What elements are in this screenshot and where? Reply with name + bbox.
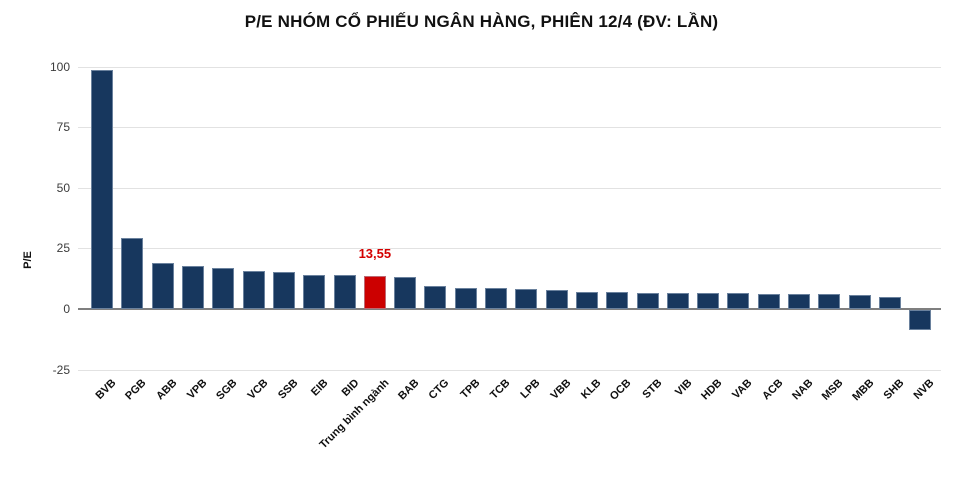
bar-SGB xyxy=(212,268,235,309)
gridline-75 xyxy=(78,127,941,129)
bar-EIB xyxy=(303,274,326,309)
x-label-NVB: NVB xyxy=(911,377,937,402)
highlight-value-label: 13,55 xyxy=(358,246,392,261)
x-label-BAB: BAB xyxy=(396,377,422,403)
bar-BAB xyxy=(394,277,417,309)
x-label-SHB: SHB xyxy=(881,377,907,402)
y-tick-label-100: 100 xyxy=(49,59,70,74)
bar-STB xyxy=(636,292,659,309)
x-label-VBB: VBB xyxy=(548,377,574,402)
bar-TPB xyxy=(454,288,477,309)
bar-VAB xyxy=(727,293,750,309)
x-label-BID: BID xyxy=(339,377,362,399)
x-label-ABB: ABB xyxy=(153,377,180,403)
x-label-PGB: PGB xyxy=(123,377,149,403)
bar-MSB xyxy=(818,294,841,309)
bar-BVB xyxy=(91,70,114,309)
bar-LPB xyxy=(515,289,538,309)
bar-CTG xyxy=(424,286,447,309)
bar-PGB xyxy=(121,237,144,309)
y-tick-label-50: 50 xyxy=(56,180,70,195)
bar-SSB xyxy=(272,272,295,309)
bar-VBB xyxy=(545,289,568,309)
x-label-VAB: VAB xyxy=(730,377,755,402)
x-label-NAB: NAB xyxy=(790,377,816,403)
x-label-KLB: KLB xyxy=(578,377,604,402)
y-tick-label--25: -25 xyxy=(52,362,70,377)
x-label-STB: STB xyxy=(639,377,665,402)
y-tick-label-75: 75 xyxy=(56,120,70,135)
gridline-0 xyxy=(78,308,941,310)
bar-ACB xyxy=(757,293,780,309)
y-tick-label-25: 25 xyxy=(56,241,70,256)
bar-NVB xyxy=(909,310,932,331)
bar-MBB xyxy=(848,294,871,309)
x-label-BVB: BVB xyxy=(93,377,119,402)
gridline--25 xyxy=(78,369,941,371)
x-label-TCB: TCB xyxy=(488,377,513,402)
x-label-MBB: MBB xyxy=(849,377,877,404)
y-tick-label-0: 0 xyxy=(63,302,70,316)
x-label-LPB: LPB xyxy=(518,377,543,402)
bar-HDB xyxy=(697,293,720,309)
bar-VPB xyxy=(182,266,205,309)
x-label-VPB: VPB xyxy=(185,377,210,402)
x-label-SSB: SSB xyxy=(275,377,301,402)
x-label-SGB: SGB xyxy=(214,377,240,403)
bar-BID xyxy=(333,275,356,309)
x-label-VIB: VIB xyxy=(672,377,695,399)
chart-title: P/E NHÓM CỔ PHIẾU NGÂN HÀNG, PHIÊN 12/4 … xyxy=(244,12,719,31)
bar-ABB xyxy=(151,263,174,309)
gridline-100 xyxy=(78,66,941,68)
x-label-EIB: EIB xyxy=(309,377,331,399)
bar-TCB xyxy=(485,288,508,309)
x-label-CTG: CTG xyxy=(427,377,452,402)
bar-Trung-bình-ngành xyxy=(363,276,386,309)
bar-VCB xyxy=(242,270,265,309)
x-label-ACB: ACB xyxy=(759,377,786,403)
x-label-TPB: TPB xyxy=(458,377,483,402)
gridline-25 xyxy=(78,248,941,250)
bar-NAB xyxy=(788,293,811,309)
x-label-OCB: OCB xyxy=(607,377,634,403)
bar-KLB xyxy=(575,291,598,309)
bar-VIB xyxy=(666,293,689,309)
x-label-MSB: MSB xyxy=(820,377,846,403)
gridline-50 xyxy=(78,187,941,189)
bar-SHB xyxy=(878,297,901,309)
bar-OCB xyxy=(606,292,629,309)
x-label-HDB: HDB xyxy=(699,377,725,403)
x-label-VCB: VCB xyxy=(245,377,271,402)
